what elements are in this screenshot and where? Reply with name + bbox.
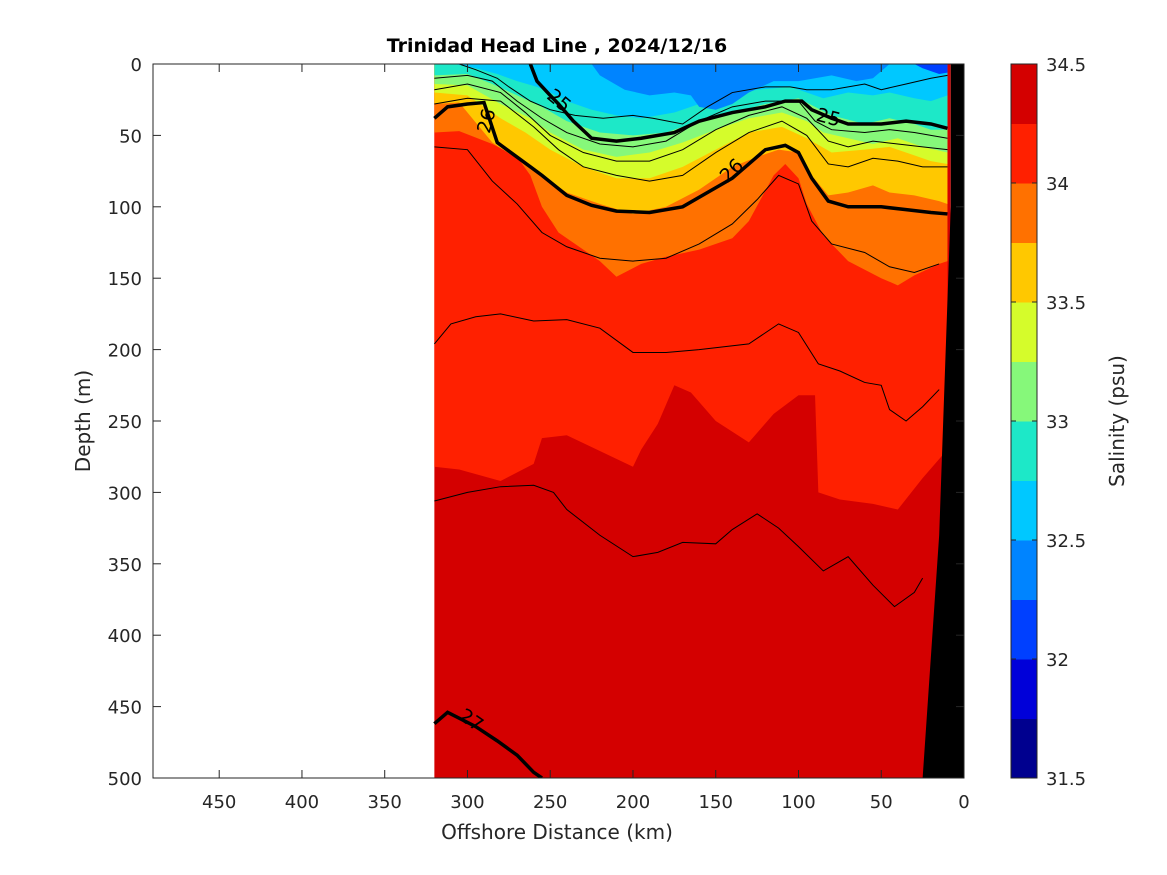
colorbar-tick-label: 34 [1046,174,1069,195]
density-contour-thin-2 [434,97,948,182]
y-tick-label: 50 [119,126,142,147]
colorbar-swatch [1011,242,1037,303]
x-tick-label: 350 [368,792,402,813]
colorbar-swatch [1011,64,1037,124]
colorbar-tick-label: 32.5 [1046,531,1086,552]
salinity-layer-7 [591,64,890,110]
salinity-fills [434,64,951,778]
density-contour-bold-26 [433,100,948,216]
density-contour-bold-27 [433,710,543,778]
y-tick-label: 100 [108,198,142,219]
y-tick-label: 400 [108,626,142,647]
salinity-layer-8 [914,64,948,74]
colorbar-swatch [1011,540,1037,600]
colorbar-tick-label: 34.5 [1046,55,1086,76]
density-contour-bold-25 [528,64,948,143]
colorbar-swatch [1011,123,1037,184]
x-tick-label: 300 [450,792,484,813]
density-contour-thin-5 [434,146,940,274]
colorbar-tick-label: 33.5 [1046,293,1086,314]
chart-title: Trinidad Head Line , 2024/12/16 [387,35,727,57]
x-tick-label: 100 [781,792,815,813]
colorbar-swatch [1011,361,1037,422]
colorbar-swatch [1011,659,1037,719]
y-tick-label: 300 [108,483,142,504]
colorbar-tick-label: 33 [1046,412,1069,433]
y-tick-label: 350 [108,555,142,576]
x-tick-label: 50 [870,792,893,813]
y-tick-label: 450 [108,698,142,719]
colorbar-swatch [1011,718,1037,779]
x-tick-label: 250 [533,792,567,813]
density-contour-thin-3 [434,83,948,162]
x-tick-label: 450 [202,792,236,813]
colorbar-swatch [1011,183,1037,243]
x-axis-label: Offshore Distance (km) [441,820,673,844]
colorbar: 31.5 32 32.5 33 33.5 34 34.5 [1010,55,1086,790]
y-axis: 0 50 100 150 200 250 300 350 400 450 500 [108,55,964,790]
density-contour-thin-0 [433,313,940,422]
colorbar-tick-label: 31.5 [1046,769,1086,790]
x-tick-label: 200 [616,792,650,813]
seafloor-bathymetry [922,64,964,778]
colorbar-swatch [1011,421,1037,481]
y-axis-label: Depth (m) [71,370,95,472]
density-contour-thin-6 [459,64,948,125]
y-tick-label: 500 [108,769,142,790]
colorbar-swatch [1011,480,1037,541]
density-contours [433,64,948,778]
colorbar-label: Salinity (psu) [1105,355,1129,487]
colorbar-swatch [1011,599,1037,660]
colorbar-swatch [1011,302,1037,362]
seafloor-fill [922,64,964,778]
x-tick-label: 0 [958,792,969,813]
y-tick-label: 250 [108,412,142,433]
y-tick-label: 200 [108,341,142,362]
y-tick-label: 0 [131,55,142,76]
colorbar-tick-label: 32 [1046,650,1069,671]
x-tick-label: 150 [699,792,733,813]
x-axis: 450 400 350 300 250 200 150 100 50 0 [202,64,970,813]
y-tick-label: 150 [108,269,142,290]
density-contour-thin-1 [434,484,924,608]
x-tick-label: 400 [285,792,319,813]
